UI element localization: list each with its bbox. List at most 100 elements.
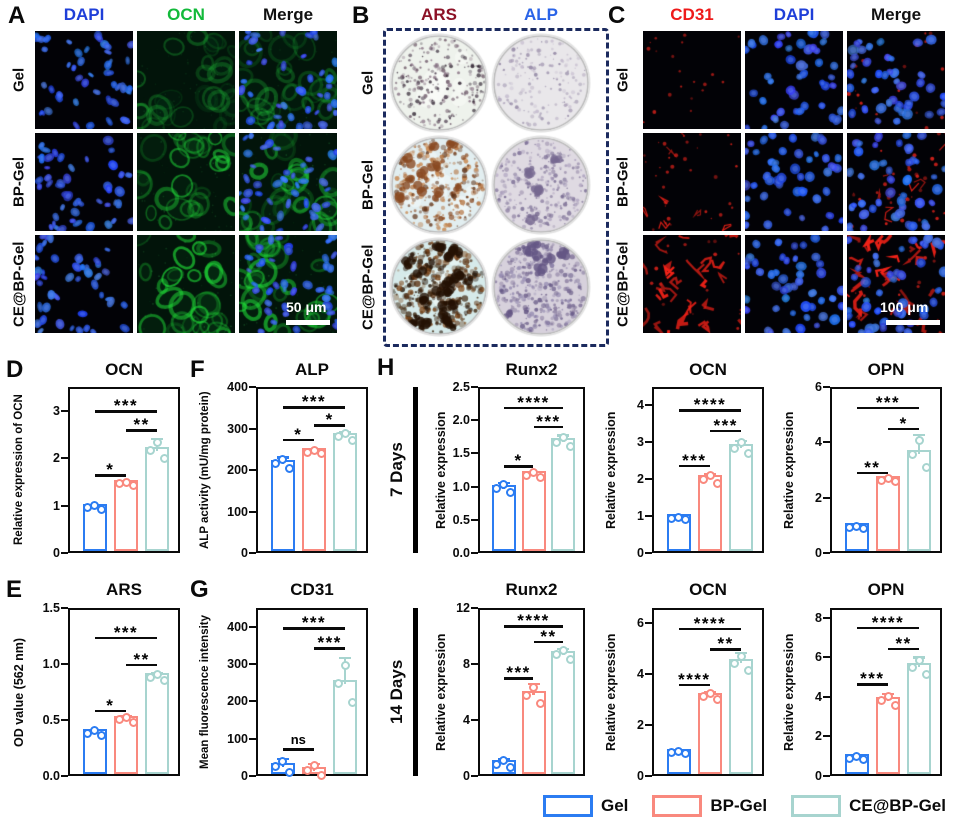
significance-line: [282, 627, 346, 630]
y-tick-label: 2: [53, 451, 60, 466]
row-label-ce-bp-gel: CE@BP-Gel: [10, 241, 28, 327]
micro-image-ce-bp-gel-ocn: [137, 235, 235, 333]
plot-area: * *** ****: [478, 387, 585, 553]
significance-label: ***: [113, 396, 139, 416]
y-tick-mark: [249, 625, 256, 628]
row-label-ce-bp-gel: CE@BP-Gel: [614, 241, 632, 327]
chart-alp-panel-f: ALP ALP activity (mU/mg protein) * * *** 0 100…: [188, 356, 372, 570]
micro-image-gel-ocn: [137, 31, 235, 129]
y-axis-label: Relative expression: [604, 633, 618, 751]
data-point: [907, 662, 917, 672]
bar-bp-gel: [521, 691, 546, 774]
significance-line: [503, 677, 534, 680]
y-tick-label: 8: [463, 657, 470, 671]
y-tick-mark: [61, 775, 68, 777]
bar-bp-gel: [302, 448, 326, 551]
micro-image-bp-gel-merge: [239, 133, 337, 231]
legend-label: CE@BP-Gel: [849, 796, 946, 815]
bar-ce-bp-gel: [729, 659, 754, 774]
data-point: [890, 477, 900, 487]
y-tick-mark: [645, 478, 652, 481]
y-tick-label: 2.5: [452, 380, 470, 394]
legend-item-gel: Gel: [543, 795, 628, 817]
data-point: [159, 454, 169, 464]
data-point: [729, 658, 739, 668]
data-point: [347, 435, 357, 445]
chart-title: Runx2: [505, 580, 558, 599]
column-header-alp: ALP: [524, 5, 558, 24]
y-tick-label: 1.0: [42, 657, 60, 671]
micro-image-ce-bp-gel-merge: [239, 235, 337, 333]
data-point: [522, 690, 531, 700]
data-point: [309, 761, 319, 771]
y-tick-label: 0: [815, 769, 822, 783]
significance-line: [856, 683, 888, 686]
data-point: [551, 437, 561, 447]
chart-title: ARS: [106, 580, 142, 599]
data-point: [712, 478, 722, 488]
data-point: [121, 712, 131, 722]
data-point: [736, 438, 746, 448]
fourteen-days-divider-line: [413, 608, 418, 776]
significance-line: [282, 406, 346, 409]
data-point: [705, 471, 715, 480]
bar-ce-bp-gel: [145, 673, 170, 774]
plot-area: *** ** ****: [830, 608, 942, 776]
row-label-bp-gel: BP-Gel: [359, 160, 377, 211]
y-tick-mark: [249, 737, 256, 740]
y-tick-label: 8: [815, 610, 822, 625]
significance-label: *: [294, 424, 303, 444]
significance-line: [678, 683, 710, 687]
data-point: [743, 666, 753, 676]
data-point: [890, 701, 900, 711]
significance-line: [314, 647, 346, 650]
data-point: [736, 651, 746, 661]
data-point: [97, 504, 107, 514]
y-tick-mark: [61, 663, 68, 665]
micro-image-bp-gel-cd31: [643, 133, 741, 231]
y-tick-label: 300: [227, 657, 248, 671]
significance-line: [503, 406, 564, 410]
y-tick-mark: [471, 485, 478, 488]
data-point: [97, 731, 107, 741]
legend-swatch: [652, 795, 703, 817]
significance-label: *: [325, 410, 334, 430]
significance-label: ****: [517, 611, 550, 631]
well-image-ce-bp-gel-alp: [491, 237, 591, 337]
data-point: [347, 697, 357, 707]
legend-item-bp-gel: BP-Gel: [652, 795, 767, 817]
micro-image-gel-dapi: [745, 31, 843, 129]
data-point: [285, 463, 295, 473]
legend-swatch: [543, 795, 593, 817]
data-point: [278, 756, 288, 766]
significance-line: [888, 647, 920, 650]
micro-image-gel-merge: [239, 31, 337, 129]
micro-image-gel-dapi: [35, 31, 133, 129]
significance-label: ***: [506, 663, 531, 683]
bar-ce-bp-gel: [333, 679, 358, 774]
y-tick-mark: [645, 515, 652, 518]
y-tick-label: 0: [815, 546, 822, 560]
significance-line: [710, 648, 742, 651]
significance-label: ***: [301, 613, 327, 633]
y-tick-mark: [471, 607, 478, 609]
well-image-ce-bp-gel-ars: [389, 237, 489, 337]
bar-bp-gel: [698, 475, 722, 551]
bar-ce-bp-gel: [333, 432, 358, 551]
y-tick-mark: [61, 719, 68, 721]
data-point: [271, 459, 281, 469]
data-point: [128, 717, 138, 727]
chart-ars-panel-e: ARS OD value (562 nm) * ** *** 0.0 0.5 1.0 1.5: [2, 576, 185, 792]
bar-gel: [270, 459, 295, 551]
scale-bar-label-c: 100 μm: [880, 299, 929, 315]
y-tick-label: 1: [637, 509, 644, 524]
data-point: [921, 463, 931, 473]
plot-area: *** ** ****: [478, 608, 585, 776]
panel-f-letter: F: [190, 356, 205, 383]
data-point: [565, 442, 575, 452]
y-tick-label: 0: [637, 769, 644, 783]
y-tick-mark: [823, 616, 830, 619]
chart-ocn-panel-d: OCN Relative expression of OCN * ** *** 0 1 2 3: [2, 356, 185, 570]
y-tick-mark: [645, 622, 652, 625]
significance-label: ***: [113, 622, 139, 642]
